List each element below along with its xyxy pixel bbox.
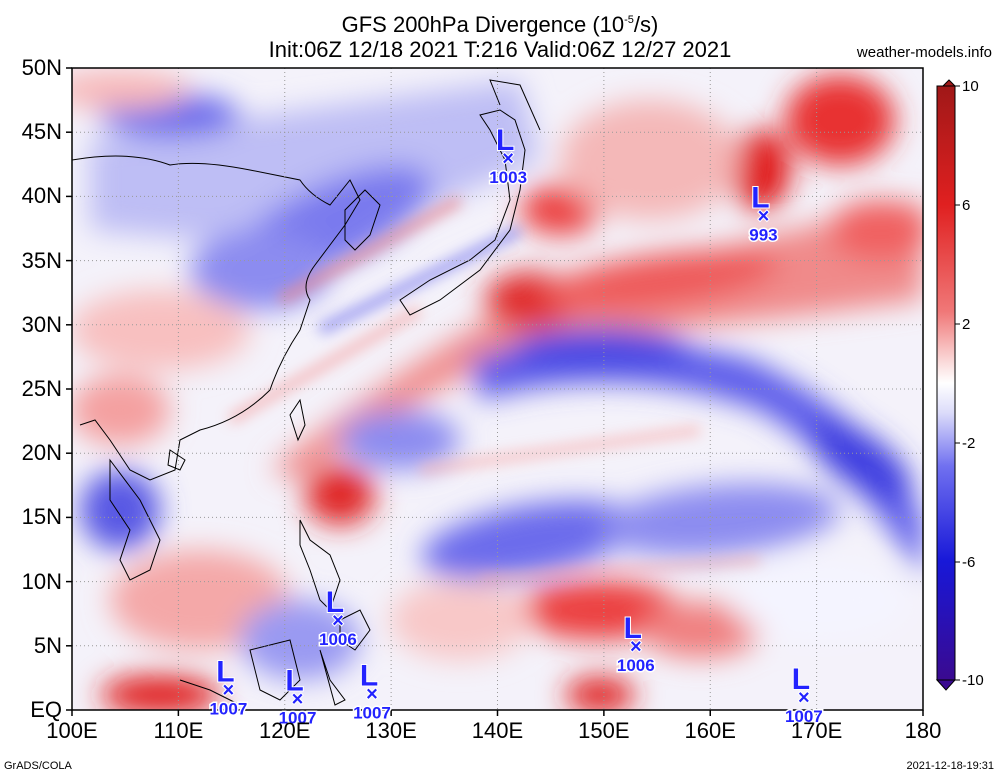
low-letter: L	[285, 664, 303, 697]
colorbar-label: -6	[962, 554, 976, 571]
lon-label: 110E	[153, 718, 204, 743]
divergence-field	[72, 68, 923, 710]
low-marker: L×1007	[277, 663, 318, 729]
low-marker: L×1007	[208, 654, 249, 720]
lon-label: 130E	[365, 718, 417, 743]
low-letter: L	[624, 612, 642, 645]
low-pressure-label: 1003	[489, 168, 527, 187]
lat-label: 40N	[21, 183, 62, 209]
chart-title: GFS 200hPa Divergence (10-5/s)	[341, 12, 659, 37]
low-pressure-label: 1006	[319, 630, 357, 649]
lat-label: 30N	[21, 311, 62, 337]
footer-credit: GrADS/COLA	[4, 760, 72, 772]
low-center: ×	[630, 636, 642, 658]
low-marker: L×1003	[488, 123, 529, 189]
lat-label: 50N	[21, 55, 62, 80]
colorbar	[935, 79, 960, 691]
low-center: ×	[758, 206, 770, 228]
lat-label: 5N	[33, 632, 62, 658]
lat-label: 15N	[21, 504, 62, 530]
low-marker: L×993	[748, 181, 779, 247]
colorbar-label: 10	[962, 78, 979, 95]
lon-label: 100E	[46, 718, 98, 743]
lat-label: EQ	[30, 697, 62, 722]
low-marker: L×1007	[783, 662, 824, 728]
low-pressure-label: 1007	[279, 708, 317, 727]
lat-label: 35N	[21, 247, 62, 273]
low-letter: L	[751, 182, 769, 215]
lon-label: 140E	[471, 718, 524, 743]
low-center: ×	[223, 679, 235, 701]
axis-ticks	[66, 67, 924, 716]
lat-label: 10N	[21, 568, 62, 594]
colorbar-label: 6	[962, 197, 971, 214]
lon-label: 180	[904, 718, 942, 743]
low-marker: L×1006	[318, 585, 359, 651]
low-center: ×	[332, 610, 344, 632]
colorbar-label: -2	[962, 435, 976, 452]
low-marker: L×1006	[615, 611, 656, 677]
lon-label: 170E	[790, 718, 843, 743]
low-center: ×	[798, 687, 810, 709]
low-pressure-label: 993	[749, 226, 777, 245]
low-pressure-label: 1006	[617, 656, 655, 675]
low-letter: L	[216, 655, 234, 688]
lat-label: 20N	[21, 440, 62, 466]
lon-label: 160E	[684, 718, 736, 743]
low-letter: L	[326, 586, 344, 619]
lon-label: 150E	[578, 718, 630, 743]
low-center: ×	[292, 688, 304, 710]
site-credit: weather-models.info	[856, 44, 992, 61]
chart-subtitle: Init:06Z 12/18 2021 T:216 Valid:06Z 12/2…	[268, 37, 732, 62]
colorbar-label: 2	[962, 316, 971, 333]
coastlines	[72, 79, 541, 706]
low-marker: L×1007	[352, 658, 393, 724]
lat-label: 25N	[21, 376, 62, 401]
low-pressure-label: 1007	[209, 699, 247, 718]
low-center: ×	[366, 683, 378, 705]
lon-label: 120E	[259, 718, 311, 743]
lat-label: 45N	[21, 119, 62, 145]
low-center: ×	[502, 148, 514, 170]
low-pressure-label: 1007	[353, 703, 391, 722]
low-letter: L	[360, 659, 378, 692]
low-letter: L	[792, 663, 810, 696]
footer-timestamp: 2021-12-18-19:31	[906, 760, 994, 772]
colorbar-label: -10	[962, 672, 984, 689]
low-letter: L	[496, 124, 514, 157]
low-pressure-label: 1007	[785, 707, 823, 726]
